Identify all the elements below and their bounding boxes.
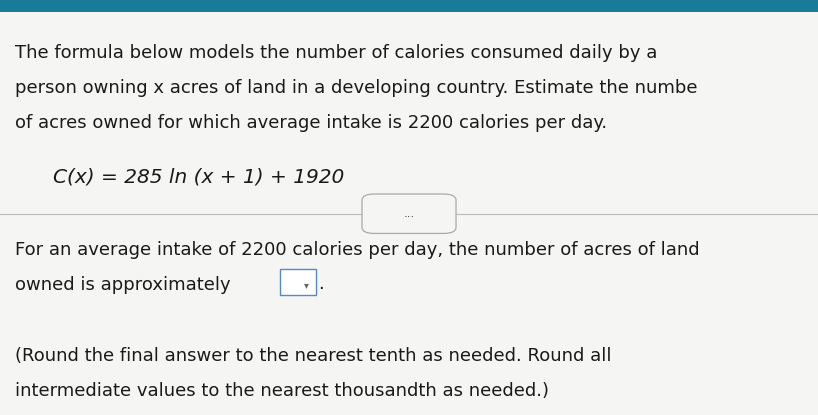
Text: C(x) = 285 ln (x + 1) + 1920: C(x) = 285 ln (x + 1) + 1920 (53, 167, 344, 186)
Text: of acres owned for which average intake is 2200 calories per day.: of acres owned for which average intake … (15, 114, 607, 132)
Text: person owning x acres of land in a developing country. Estimate the numbe: person owning x acres of land in a devel… (15, 79, 697, 97)
Text: intermediate values to the nearest thousandth as needed.): intermediate values to the nearest thous… (15, 382, 549, 400)
Text: (Round the final answer to the nearest tenth as needed. Round all: (Round the final answer to the nearest t… (15, 347, 611, 364)
Text: .: . (318, 276, 324, 293)
FancyBboxPatch shape (362, 194, 456, 233)
FancyBboxPatch shape (280, 269, 316, 295)
Text: owned is approximately: owned is approximately (15, 276, 231, 294)
Text: For an average intake of 2200 calories per day, the number of acres of land: For an average intake of 2200 calories p… (15, 241, 699, 259)
Text: ▾: ▾ (304, 281, 309, 290)
Text: The formula below models the number of calories consumed daily by a: The formula below models the number of c… (15, 44, 657, 61)
FancyBboxPatch shape (0, 0, 818, 12)
Text: ...: ... (403, 207, 415, 220)
